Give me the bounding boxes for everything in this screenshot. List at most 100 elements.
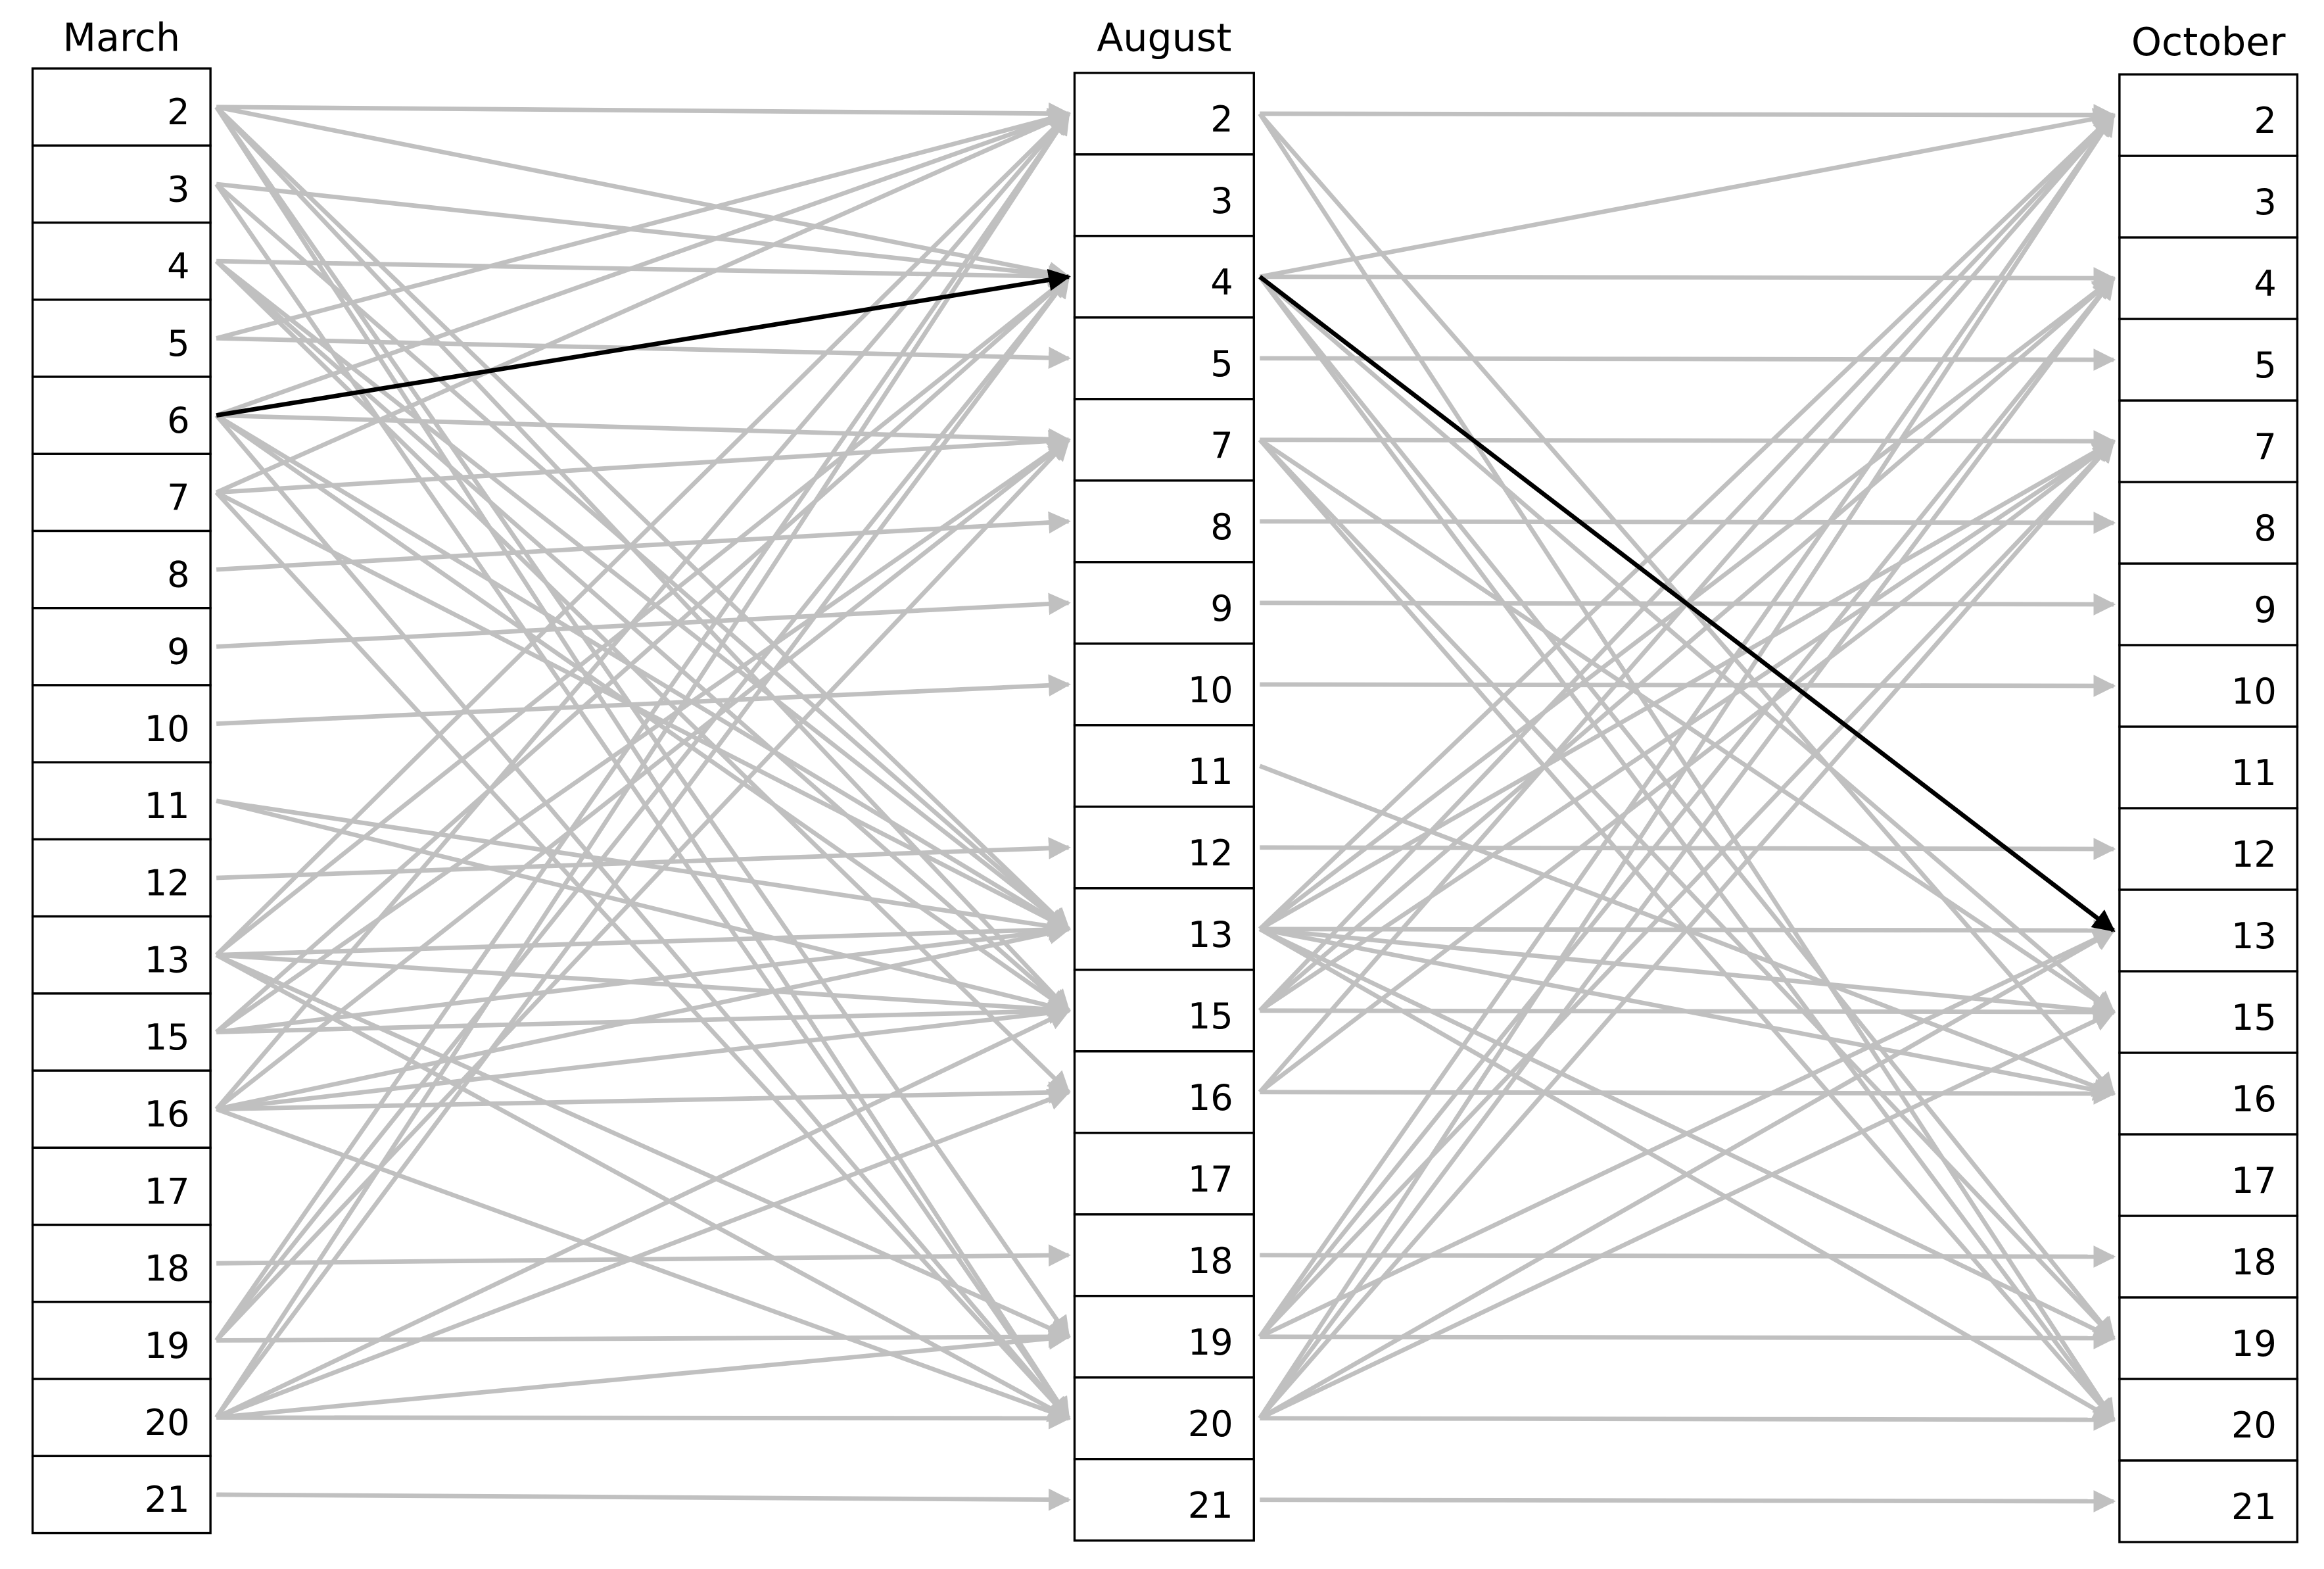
cell [2118,481,2299,565]
cell [1073,887,1255,971]
cell [31,67,212,147]
cell-label: 15 [2231,997,2277,1038]
cell-label: 4 [1210,262,1233,303]
arrow [216,258,1071,288]
arrow [214,112,1071,1342]
arrow [1258,113,2116,1338]
cell [1073,1295,1255,1379]
cell [1073,316,1255,400]
cell [1073,561,1255,645]
cell-label: 17 [2231,1160,2277,1201]
cell-label: 18 [145,1248,190,1290]
arrow [214,275,1071,1419]
arrow [215,953,1071,1339]
arrow [1258,1010,2116,1420]
cell [31,1378,212,1457]
arrow [214,414,1071,1420]
arrow [216,1244,1071,1267]
cell-label: 17 [1188,1159,1233,1200]
cell [2118,562,2299,646]
arrow [216,592,1071,649]
cell [31,761,212,841]
arrow [215,259,1071,931]
cell-label: 9 [1210,588,1233,629]
arrow [215,275,1071,957]
cell [31,838,212,918]
arrow [1260,430,2116,452]
cell-label: 19 [2231,1323,2277,1364]
arrow [216,1326,1071,1348]
cell [1073,398,1255,482]
cell-label: 19 [1188,1322,1233,1363]
cell-label: 7 [167,477,189,518]
cell [31,375,212,455]
columns: March 2 3 4 5 6 7 8 9 10 11 12 13 15 16 17 18 19 20 21 Augus… [31,15,2299,1543]
cell-label: 8 [2254,508,2276,549]
arrow [214,259,1071,1013]
arrow [214,438,1070,1342]
arrow [1258,439,2116,1339]
arrow [214,259,1070,1094]
cell-label: 4 [2254,263,2276,304]
cell-label: 3 [1210,180,1233,222]
cell [31,1455,212,1535]
arrow [216,429,1071,495]
highlight-arrow [216,269,1071,418]
cell-label: 11 [1188,751,1233,792]
arrow [216,918,1071,957]
cell [2118,318,2299,402]
cell-label: 20 [2231,1405,2277,1446]
arrow [214,112,1071,1111]
arrow [215,953,1071,1420]
cell [31,452,212,533]
cell [31,992,212,1072]
cell [2118,888,2299,973]
arrow [1260,1409,2116,1431]
cell-label: 2 [1210,99,1233,140]
cell-label: 12 [145,862,190,904]
cell-label: 2 [167,91,189,133]
cell-label: 13 [145,940,190,981]
arrow [1258,929,2116,1420]
arrow [214,183,1071,1420]
arrow [216,837,1071,881]
arrow [216,922,1071,1112]
cell-label: 21 [2231,1486,2277,1528]
cell-label: 11 [145,785,190,827]
arrow [1258,113,2116,931]
cell-label: 11 [2231,752,2277,794]
arrow [1260,349,2116,371]
cell-label: 10 [1188,669,1233,711]
arrow [216,1327,1071,1420]
arrow [216,1488,1071,1511]
arrow [216,1081,1071,1112]
arrow [215,438,1071,1111]
cell [31,529,212,610]
cell [31,684,212,763]
cell-label: 5 [2254,345,2276,386]
arrow [1260,1245,2116,1268]
arrow [214,182,1071,931]
column-title: October [2131,20,2286,64]
cell-label: 19 [145,1325,190,1366]
arrow [215,490,1071,931]
cell [1073,235,1255,319]
arrow [216,511,1071,572]
cell-label: 13 [2231,915,2277,957]
arrow [215,111,1071,495]
arrow [214,275,1070,1034]
cell [2118,644,2299,728]
cell [2118,1133,2299,1217]
cell-label: 2 [2254,100,2276,141]
arrow [215,438,1071,1034]
cell [1073,806,1255,890]
arrow [1259,108,2116,279]
cell [2118,725,2299,809]
arrow [1258,439,2116,1420]
cell-label: 7 [1210,425,1233,466]
cell-label: 10 [2231,671,2277,712]
arrow [1258,439,2116,931]
column-title: August [1097,15,1231,60]
